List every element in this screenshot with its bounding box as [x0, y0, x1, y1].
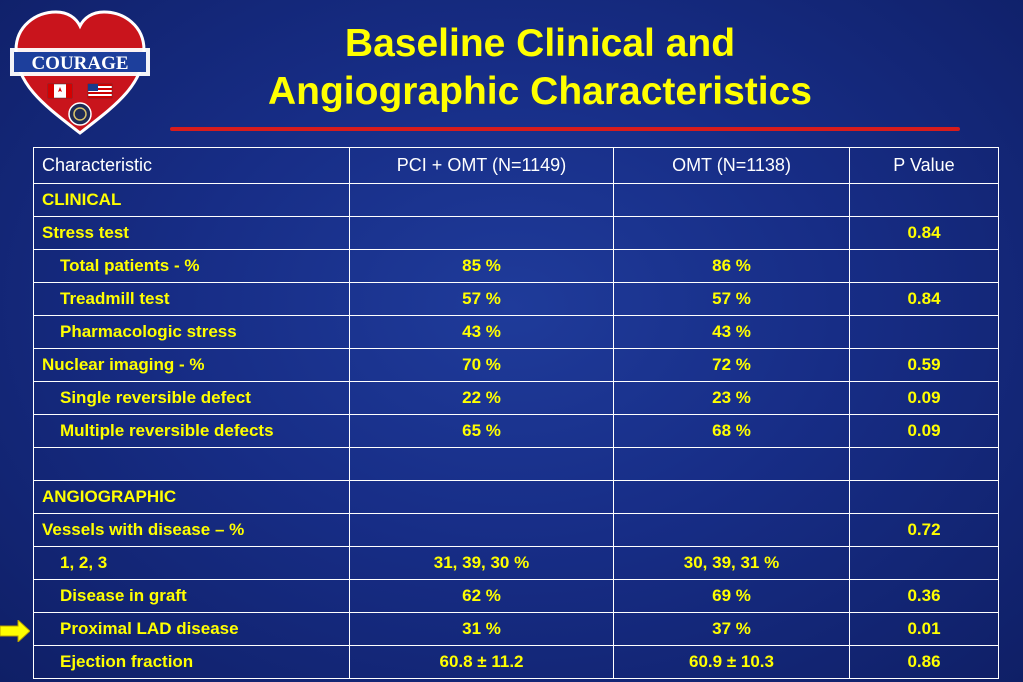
cell-pci-omt: 57 %	[349, 282, 614, 316]
courage-logo: COURAGE	[10, 10, 150, 135]
cell-omt: 57 %	[613, 282, 850, 316]
cell-omt	[613, 513, 850, 547]
cell-omt: 68 %	[613, 414, 850, 448]
right-arrow-icon	[0, 620, 30, 642]
table-row: Nuclear imaging - % 70 % 72 % 0.59	[33, 348, 999, 382]
cell-p-value	[849, 480, 999, 514]
cell-pci-omt: 65 %	[349, 414, 614, 448]
cell-characteristic: Total patients - %	[33, 249, 350, 283]
cell-characteristic	[33, 447, 350, 481]
cell-characteristic: Stress test	[33, 216, 350, 250]
table-row: Treadmill test 57 % 57 % 0.84	[33, 282, 999, 316]
table-row: CLINICAL	[33, 183, 999, 217]
header-cell-pci-omt: PCI + OMT (N=1149)	[349, 147, 614, 184]
cell-pci-omt	[349, 513, 614, 547]
cell-pci-omt: 60.8 ± 11.2	[349, 645, 614, 679]
logo-text: COURAGE	[31, 53, 128, 74]
cell-omt: 60.9 ± 10.3	[613, 645, 850, 679]
cell-characteristic: Proximal LAD disease	[33, 612, 350, 646]
table-row: Pharmacologic stress 43 % 43 %	[33, 315, 999, 349]
cell-omt: 43 %	[613, 315, 850, 349]
cell-pci-omt	[349, 447, 614, 481]
table-row: Multiple reversible defects 65 % 68 % 0.09	[33, 414, 999, 448]
cell-omt: 86 %	[613, 249, 850, 283]
cell-characteristic: Ejection fraction	[33, 645, 350, 679]
cell-characteristic: Pharmacologic stress	[33, 315, 350, 349]
cell-p-value	[849, 183, 999, 217]
cell-pci-omt: 31 %	[349, 612, 614, 646]
table-row	[33, 447, 999, 481]
cell-p-value: 0.84	[849, 282, 999, 316]
table-row: Ejection fraction 60.8 ± 11.2 60.9 ± 10.3 0…	[33, 645, 999, 679]
cell-omt: 37 %	[613, 612, 850, 646]
cell-pci-omt: 62 %	[349, 579, 614, 613]
cell-omt: 23 %	[613, 381, 850, 415]
canada-flag-icon	[47, 83, 73, 99]
cell-p-value	[849, 315, 999, 349]
cell-pci-omt: 31, 39, 30 %	[349, 546, 614, 580]
cell-characteristic: Nuclear imaging - %	[33, 348, 350, 382]
cell-pci-omt: 43 %	[349, 315, 614, 349]
header-cell-p-value: P Value	[849, 147, 999, 184]
cell-pci-omt: 70 %	[349, 348, 614, 382]
cell-p-value	[849, 546, 999, 580]
cell-omt	[613, 480, 850, 514]
table-row: 1, 2, 3 31, 39, 30 % 30, 39, 31 %	[33, 546, 999, 580]
cell-omt	[613, 447, 850, 481]
cell-pci-omt	[349, 183, 614, 217]
cell-omt	[613, 183, 850, 217]
cell-characteristic: CLINICAL	[33, 183, 350, 217]
cell-omt	[613, 216, 850, 250]
cell-characteristic: ANGIOGRAPHIC	[33, 480, 350, 514]
cell-omt: 72 %	[613, 348, 850, 382]
cell-omt: 69 %	[613, 579, 850, 613]
cell-pci-omt: 22 %	[349, 381, 614, 415]
cell-omt: 30, 39, 31 %	[613, 546, 850, 580]
table-row: Total patients - % 85 % 86 %	[33, 249, 999, 283]
table-row: Single reversible defect 22 % 23 % 0.09	[33, 381, 999, 415]
cell-characteristic: Treadmill test	[33, 282, 350, 316]
cell-characteristic: Disease in graft	[33, 579, 350, 613]
cell-characteristic: Single reversible defect	[33, 381, 350, 415]
cell-p-value	[849, 447, 999, 481]
table-row: Proximal LAD disease 31 % 37 % 0.01	[33, 612, 999, 646]
cell-characteristic: 1, 2, 3	[33, 546, 350, 580]
table-row: Vessels with disease – % 0.72	[33, 513, 999, 547]
title-divider	[170, 127, 960, 131]
cell-characteristic: Multiple reversible defects	[33, 414, 350, 448]
cell-pci-omt: 85 %	[349, 249, 614, 283]
cell-pci-omt	[349, 216, 614, 250]
header-cell-characteristic: Characteristic	[33, 147, 350, 184]
table-row: Stress test 0.84	[33, 216, 999, 250]
table-row: Disease in graft 62 % 69 % 0.36	[33, 579, 999, 613]
cell-characteristic: Vessels with disease – %	[33, 513, 350, 547]
header-cell-omt: OMT (N=1138)	[613, 147, 850, 184]
cell-p-value: 0.36	[849, 579, 999, 613]
page-title: Baseline Clinical and Angiographic Chara…	[170, 20, 910, 116]
cell-p-value: 0.72	[849, 513, 999, 547]
us-flag-icon	[87, 83, 113, 99]
cell-p-value: 0.09	[849, 381, 999, 415]
cell-p-value: 0.09	[849, 414, 999, 448]
table-header-row: Characteristic PCI + OMT (N=1149) OMT (N…	[33, 147, 999, 184]
table-row: ANGIOGRAPHIC	[33, 480, 999, 514]
cell-p-value	[849, 249, 999, 283]
title-line-2: Angiographic Characteristics	[268, 70, 812, 113]
characteristics-table: Characteristic PCI + OMT (N=1149) OMT (N…	[33, 147, 999, 679]
cell-pci-omt	[349, 480, 614, 514]
title-line-1: Baseline Clinical and	[344, 22, 736, 65]
cell-p-value: 0.59	[849, 348, 999, 382]
cell-p-value: 0.01	[849, 612, 999, 646]
cell-p-value: 0.84	[849, 216, 999, 250]
va-seal-icon	[68, 102, 92, 126]
cell-p-value: 0.86	[849, 645, 999, 679]
